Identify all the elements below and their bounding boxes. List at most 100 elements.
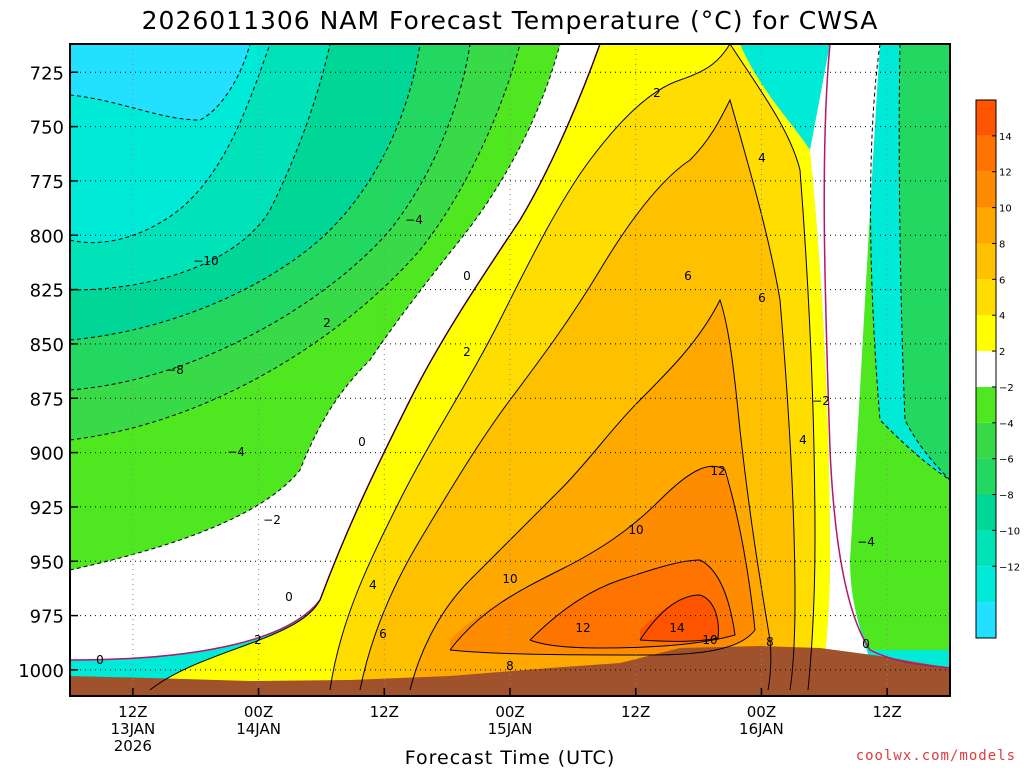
- contour-minus6: [70, 44, 471, 391]
- contour-lines: [70, 44, 950, 691]
- contour-label-0: 2: [653, 86, 661, 100]
- xtick-label-0-2: 2026: [114, 737, 152, 755]
- contour-plus4: [329, 44, 816, 691]
- colorbar-label-10: −8: [999, 491, 1014, 502]
- contour-label-12: 4: [369, 578, 377, 592]
- contour-label-1: 4: [758, 151, 766, 165]
- colorbar-label-9: −6: [999, 455, 1014, 466]
- contour-minus12: [70, 44, 271, 244]
- contour-label-19: 10: [502, 572, 517, 586]
- contour-plus8: [409, 298, 772, 691]
- colorbar-label-6: 2: [999, 347, 1005, 358]
- colorbar-band-6: [976, 243, 996, 280]
- contour-label-11: 0: [358, 435, 366, 449]
- colorbar-label-11: −10: [999, 526, 1020, 537]
- contour-zero-right: [823, 44, 950, 669]
- xtick-label-2-0: 12Z: [370, 703, 399, 721]
- contour-label-23: 14: [669, 621, 684, 635]
- contour-label-9: −8: [166, 363, 184, 377]
- contour-label-29: 0: [862, 637, 870, 651]
- colorbar-band-2: [976, 315, 996, 352]
- contour-label-4: 0: [463, 269, 471, 283]
- contour-label-26: 8: [506, 659, 514, 673]
- x-axis-label: Forecast Time (UTC): [405, 747, 615, 768]
- colorbar-band--6: [976, 422, 996, 459]
- region-minus4-right: [830, 44, 950, 650]
- chart-title: 2026011306 NAM Forecast Temperature (°C)…: [142, 6, 879, 35]
- region-minus2-right: [810, 44, 880, 690]
- y-axis: 725 750 775 800 825 850 875 900 925 950 975 1000: [18, 63, 78, 682]
- contour-plus14: [639, 594, 719, 642]
- colorbar-band-4: [976, 279, 996, 316]
- xtick-label-3-0: 00Z: [495, 703, 524, 721]
- colorbar-band--4: [976, 386, 996, 423]
- xtick-label-6-0: 12Z: [872, 703, 901, 721]
- contour-label-28: 0: [96, 653, 104, 667]
- region-minus10: [70, 44, 420, 340]
- xtick-label-4-0: 12Z: [621, 703, 650, 721]
- colorbar-label-5: 4: [999, 311, 1005, 322]
- colorbar: 14 12 10 8 6 4 2 −2 −4 −6 −8 −10 −12: [975, 99, 1020, 639]
- xtick-label-0-0: 12Z: [118, 703, 147, 721]
- plot-area: [70, 44, 950, 696]
- xtick-label-3-1: 15JAN: [488, 720, 533, 738]
- contour-label-18: 4: [799, 433, 807, 447]
- contour-label-5: 2: [323, 316, 331, 330]
- contour-label-15: −2: [263, 513, 281, 527]
- contour-label-14: 10: [628, 523, 643, 537]
- region-minus2: [70, 44, 600, 660]
- contour-label-6: 6: [684, 269, 692, 283]
- ytick-label-975: 975: [30, 607, 64, 628]
- region-minus6: [70, 44, 520, 440]
- colorbar-label-4: 6: [999, 275, 1005, 286]
- contour-label-13: 12: [710, 464, 725, 478]
- credit-text: coolwx.com/models: [856, 748, 1016, 764]
- ytick-label-850: 850: [30, 335, 64, 356]
- colorbar-band-8: [976, 207, 996, 244]
- contour-minus14: [70, 44, 251, 121]
- ytick-label-900: 900: [30, 444, 64, 465]
- ytick-label-1000: 1000: [18, 661, 64, 682]
- contour-label-7: 6: [758, 291, 766, 305]
- contour-minus4: [70, 44, 521, 441]
- contour-minus4-right: [870, 44, 950, 481]
- colorbar-label-8: −4: [999, 419, 1014, 430]
- contour-label-27: −4: [857, 535, 875, 549]
- contour-plus10: [449, 465, 756, 656]
- contour-label-25: 8: [766, 635, 774, 649]
- colorbar-band-10: [976, 171, 996, 208]
- colorbar-band--12: [976, 530, 996, 567]
- colorbar-band-14: [976, 100, 996, 136]
- xtick-label-5-1: 16JAN: [739, 720, 784, 738]
- colorbar-band--14: [976, 566, 996, 603]
- contour-labels: 2 4 −4 −10 0 2 6 6 2 −8 −4 0 4 12 10 −2 −2 0 4 10 2 6 12 14 10 8 8…: [96, 86, 875, 673]
- contour-label-16: −2: [812, 394, 830, 408]
- xtick-label-1-1: 14JAN: [236, 720, 281, 738]
- colorbar-band--16: [976, 602, 996, 638]
- ytick-label-725: 725: [30, 63, 64, 84]
- contour-label-8: 2: [463, 345, 471, 359]
- region-minus4-left: [70, 44, 560, 570]
- contour-label-2: −4: [405, 213, 423, 227]
- gridlines: [70, 44, 950, 696]
- ytick-label-800: 800: [30, 226, 64, 247]
- contour-label-17: 0: [285, 590, 293, 604]
- colorbar-label-1: 12: [999, 168, 1012, 179]
- ytick-label-825: 825: [30, 281, 64, 302]
- region-minus12: [70, 44, 330, 290]
- contour-label-22: 12: [575, 621, 590, 635]
- colorbar-band--10: [976, 494, 996, 531]
- colorbar-label-0: 14: [999, 132, 1012, 143]
- colorbar-label-12: −12: [999, 562, 1020, 573]
- colorbar-band--2: [976, 351, 996, 387]
- xtick-label-1-0: 00Z: [244, 703, 273, 721]
- ytick-label-950: 950: [30, 552, 64, 573]
- contour-label-21: 6: [379, 627, 387, 641]
- colorbar-band-12: [976, 135, 996, 172]
- contour-label-20: 2: [254, 633, 262, 647]
- contour-minus8-right: [898, 44, 950, 481]
- ground-terrain: [70, 646, 950, 696]
- ytick-label-750: 750: [30, 118, 64, 139]
